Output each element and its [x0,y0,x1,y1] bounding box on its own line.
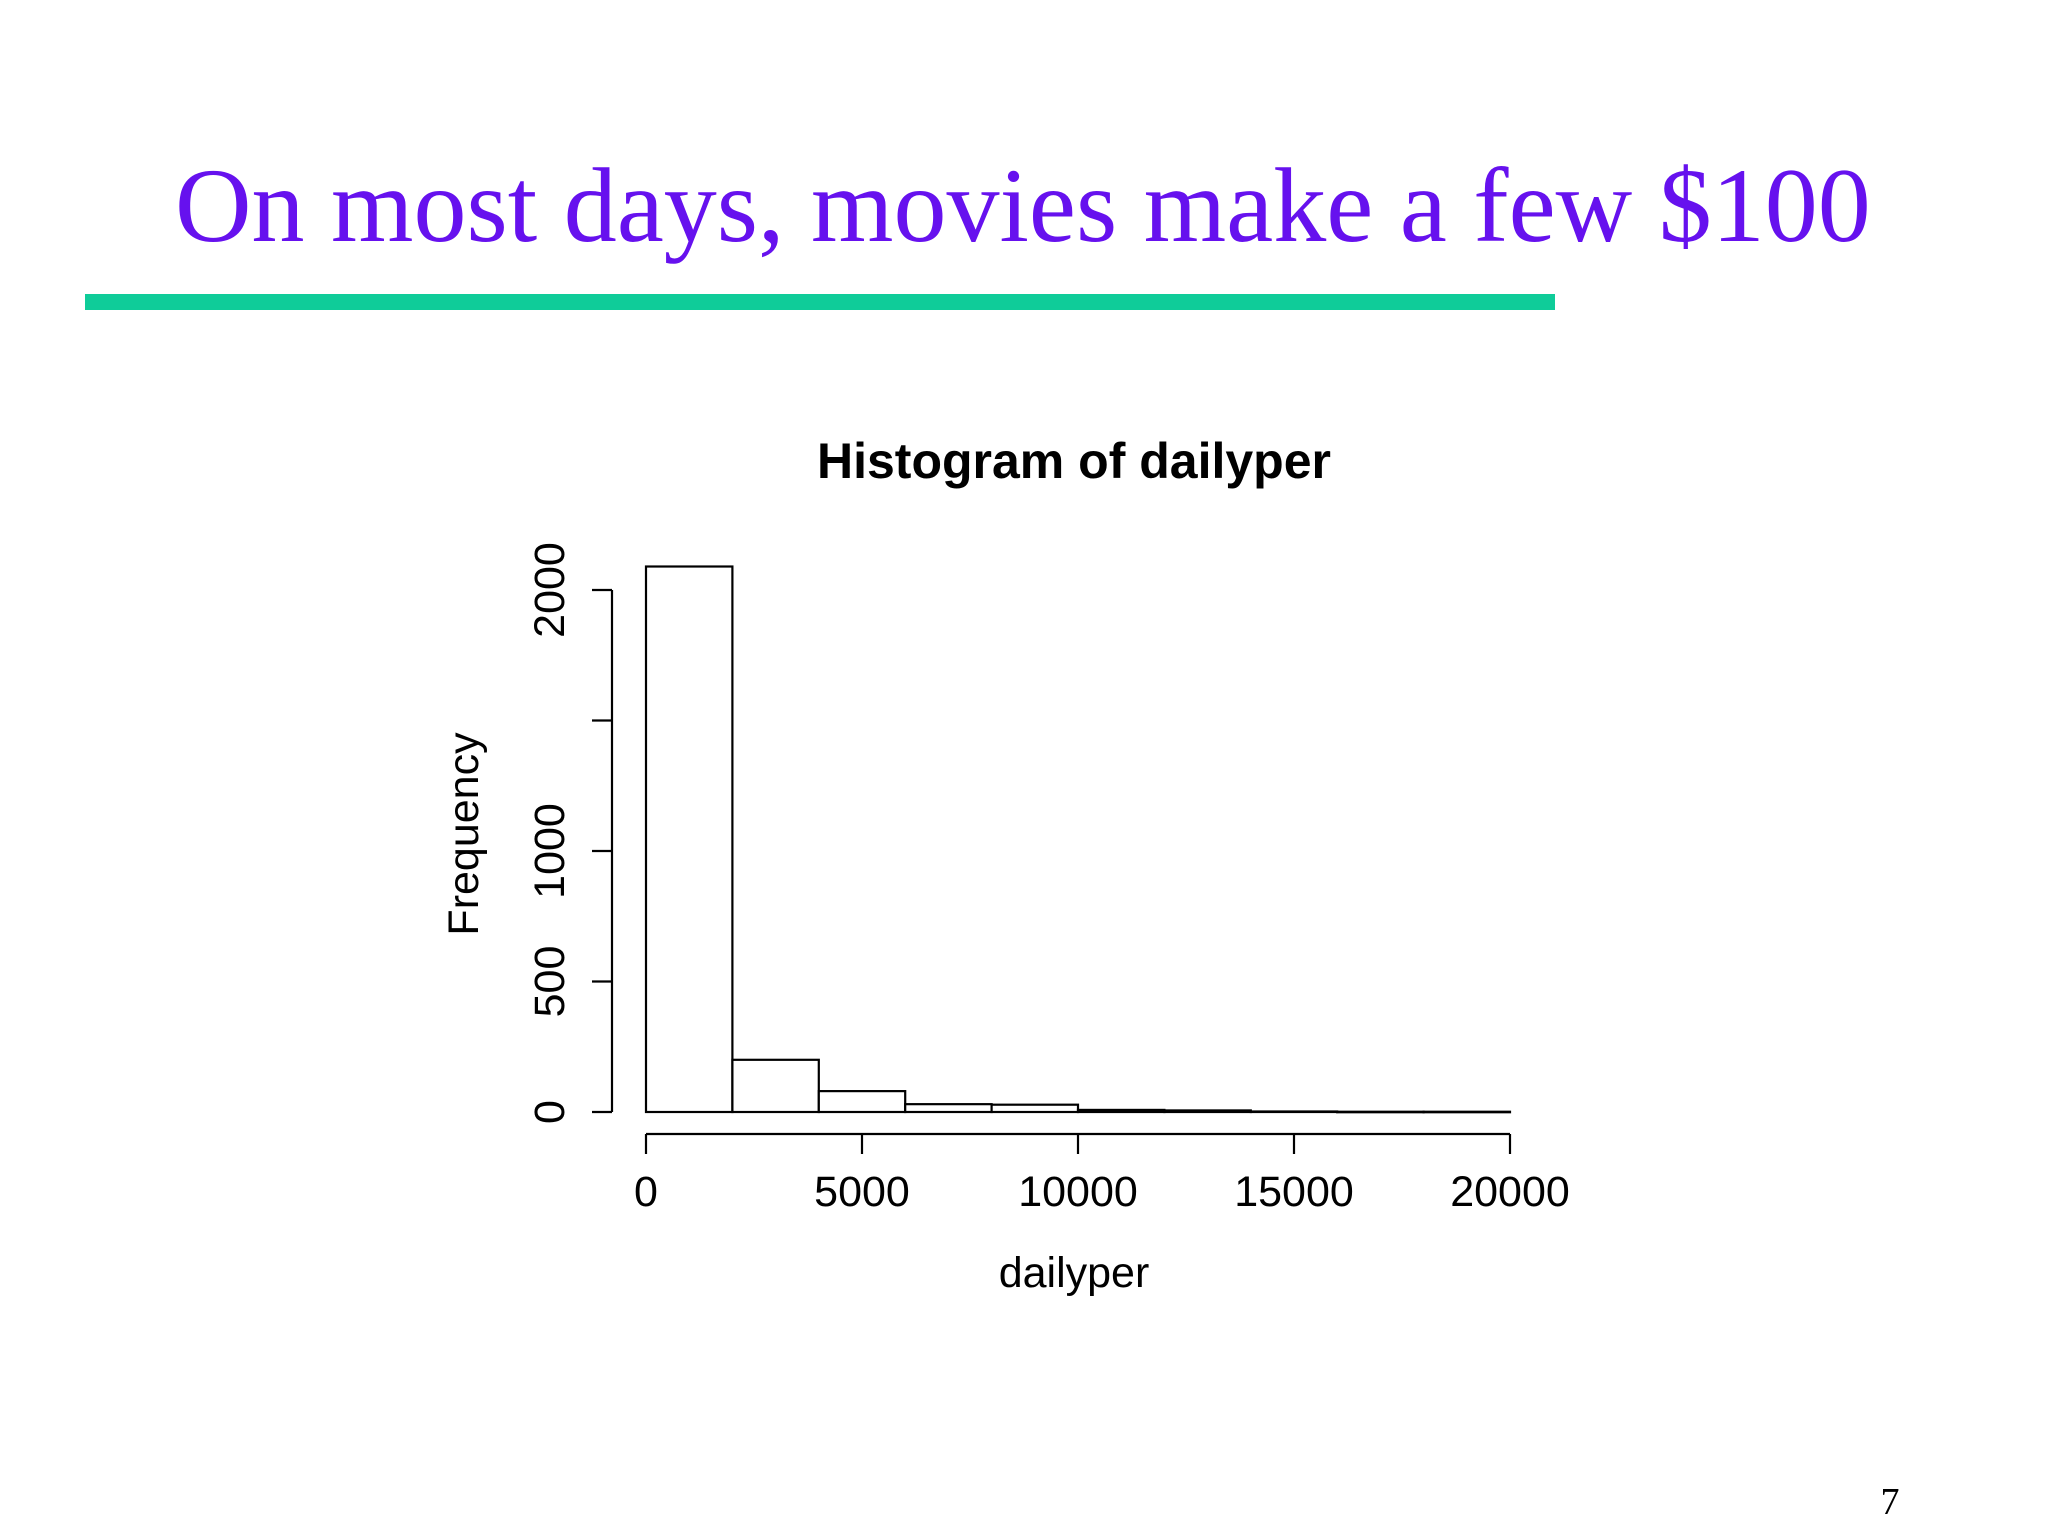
histogram-bar-4 [990,1103,1080,1114]
page-number: 7 [1880,1481,1900,1523]
histogram-bar-7 [1249,1110,1339,1114]
x-tick-label-1: 5000 [814,1168,910,1216]
histogram-bar-3 [904,1103,993,1114]
y-tick-label-4: 2000 [526,542,574,638]
x-tick-label-2: 10000 [1018,1168,1138,1216]
histogram-bars [644,565,1512,1114]
histogram-bar-5 [1076,1108,1166,1114]
histogram-bar-8 [1336,1110,1425,1114]
histogram-bar-6 [1163,1109,1252,1114]
title-underline-rule [85,294,1555,310]
y-tick-label-2: 1000 [526,803,574,899]
x-tick-label-4: 20000 [1450,1168,1570,1216]
histogram-bar-9 [1422,1110,1512,1114]
y-axis: 0 500 1000 2000 [526,542,614,1124]
histogram-bar-1 [731,1058,820,1114]
y-axis-label: Frequency [440,732,488,936]
x-axis-label: dailyper [999,1249,1150,1297]
histogram-bar-2 [817,1090,907,1114]
x-axis: 0 5000 10000 15000 20000 [634,1132,1570,1216]
y-tick-label-0: 0 [526,1100,574,1124]
slide-title: On most days, movies make a few $100 [175,147,1871,264]
x-tick-label-0: 0 [634,1168,658,1216]
y-tick-label-1: 500 [526,946,574,1018]
x-tick-label-3: 15000 [1234,1168,1354,1216]
chart-title: Histogram of dailyper [817,433,1331,489]
histogram-bar-0 [644,565,734,1114]
